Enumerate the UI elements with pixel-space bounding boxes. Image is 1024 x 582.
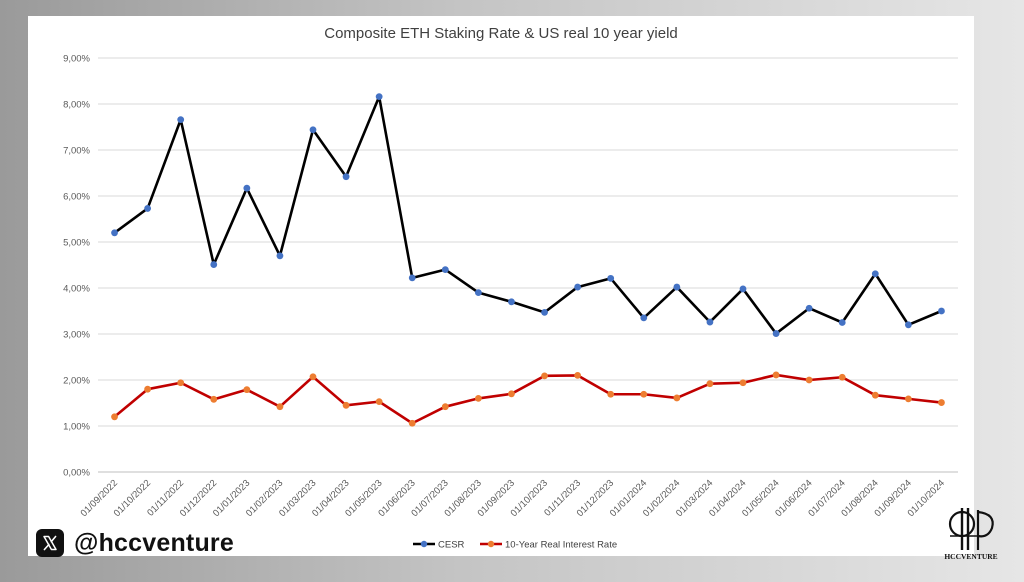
data-point xyxy=(805,304,813,312)
data-point xyxy=(574,372,582,379)
data-point xyxy=(938,399,945,406)
data-point xyxy=(210,261,218,268)
data-point xyxy=(441,403,449,411)
gridlines xyxy=(98,57,958,473)
data-point xyxy=(408,274,416,282)
data-point xyxy=(276,403,284,411)
data-point xyxy=(871,391,879,399)
series-line xyxy=(113,95,942,335)
data-point xyxy=(342,401,350,409)
data-point xyxy=(144,205,152,212)
y-tick-label: 3,00% xyxy=(63,330,90,341)
twitter-handle: @hccventure xyxy=(74,528,234,557)
logo-wordmark: HCCVENTURE xyxy=(944,552,997,561)
series-lines xyxy=(111,93,945,427)
data-point xyxy=(541,372,548,380)
data-point xyxy=(508,390,515,398)
legend-swatch-marker xyxy=(420,540,428,548)
data-point xyxy=(673,394,681,402)
data-point xyxy=(375,398,383,406)
data-point xyxy=(739,285,747,293)
data-point xyxy=(938,307,945,315)
line-chart: Composite ETH Staking Rate & US real 10 … xyxy=(63,25,958,551)
y-tick-label: 2,00% xyxy=(63,376,90,387)
data-point xyxy=(706,318,714,326)
data-point xyxy=(739,379,747,387)
data-point xyxy=(276,252,284,260)
data-point xyxy=(508,298,515,306)
data-point xyxy=(474,395,482,402)
data-point xyxy=(838,319,846,326)
data-point xyxy=(838,373,846,381)
data-point xyxy=(111,229,118,237)
legend-swatch-marker xyxy=(487,540,495,548)
chart-card: Composite ETH Staking Rate & US real 10 … xyxy=(28,16,974,556)
y-tick-label: 5,00% xyxy=(63,238,90,249)
data-point xyxy=(772,371,780,379)
data-point xyxy=(574,283,582,291)
data-point xyxy=(607,390,615,398)
data-point xyxy=(474,289,482,296)
data-point xyxy=(177,116,185,124)
data-point xyxy=(805,376,813,384)
y-tick-label: 4,00% xyxy=(63,284,90,295)
data-point xyxy=(706,380,714,388)
data-point xyxy=(177,379,185,387)
data-point xyxy=(342,173,350,181)
y-axis-tick-labels: 0,00% 1,00% 2,00% 3,00% 4,00% 5,00% 6,00% 7,00%… xyxy=(63,54,90,479)
legend: CESR 10-Year Real Interest Rate xyxy=(413,540,617,551)
y-tick-label: 6,00% xyxy=(63,192,90,203)
x-logo-icon xyxy=(36,529,64,557)
y-tick-label: 8,00% xyxy=(63,100,90,111)
data-point xyxy=(144,385,152,393)
legend-label: 10-Year Real Interest Rate xyxy=(505,540,617,551)
data-point xyxy=(210,395,218,403)
hccventure-logo: HCCVENTURE xyxy=(944,508,998,561)
data-point xyxy=(408,419,416,427)
data-point xyxy=(871,270,879,278)
series-line xyxy=(113,373,942,425)
data-point xyxy=(111,413,118,421)
y-tick-label: 9,00% xyxy=(63,54,90,65)
data-point xyxy=(607,274,615,282)
chart-title: Composite ETH Staking Rate & US real 10 … xyxy=(324,25,678,42)
data-point xyxy=(243,386,251,394)
data-point xyxy=(309,373,317,381)
data-point xyxy=(772,330,780,337)
series-cesr xyxy=(111,93,945,337)
series-real-interest-rate xyxy=(111,371,945,427)
data-point xyxy=(904,321,912,329)
data-point xyxy=(904,395,912,403)
y-tick-label: 1,00% xyxy=(63,422,90,433)
y-tick-label: 7,00% xyxy=(63,146,90,157)
data-point xyxy=(673,283,681,291)
data-point xyxy=(640,390,648,398)
social-handle-badge: @hccventure xyxy=(36,527,234,559)
data-point xyxy=(243,184,251,192)
data-point xyxy=(441,266,449,273)
x-axis-tick-labels: 01/09/202201/10/202201/11/202201/12/2022… xyxy=(79,478,947,519)
y-tick-label: 0,00% xyxy=(63,468,90,479)
data-point xyxy=(309,126,317,134)
data-point xyxy=(541,308,548,316)
data-point xyxy=(375,93,383,101)
data-point xyxy=(640,314,648,322)
legend-label: CESR xyxy=(438,540,465,551)
